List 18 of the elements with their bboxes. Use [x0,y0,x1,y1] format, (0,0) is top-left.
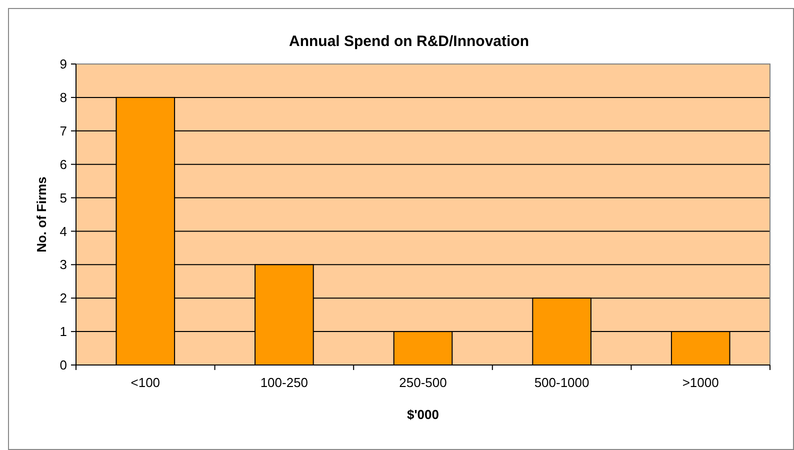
x-tick-label: >1000 [682,375,719,390]
y-tick-label: 0 [60,358,67,373]
y-tick-label: 3 [60,257,67,272]
y-axis-title: No. of Firms [34,176,49,252]
y-tick-label: 8 [60,90,67,105]
y-tick-label: 1 [60,324,67,340]
chart-title: Annual Spend on R&D/Innovation [289,33,529,50]
y-tick-label: 9 [60,56,67,72]
y-tick-label: 5 [60,190,67,206]
x-tick-label: <100 [130,375,160,390]
x-tick-label: 250-500 [399,375,447,390]
y-tick-label: 2 [60,290,67,306]
y-tick-label: 7 [60,123,67,138]
x-axis-title: $'000 [406,407,440,422]
x-tick-label: 100-250 [260,375,308,390]
y-tick-label: 4 [60,224,67,239]
y-tick-label: 6 [60,156,67,172]
x-tick-label: 500-1000 [534,375,590,390]
